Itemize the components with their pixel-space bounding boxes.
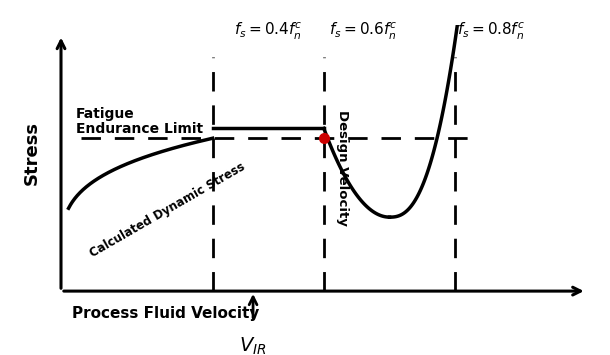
Text: Calculated Dynamic Stress: Calculated Dynamic Stress: [87, 160, 247, 260]
Text: Process Fluid Velocity: Process Fluid Velocity: [71, 306, 259, 321]
Text: Design Velocity: Design Velocity: [337, 110, 350, 226]
Text: Fatigue: Fatigue: [76, 107, 135, 121]
Text: $f_s = 0.4f_n^c$: $f_s = 0.4f_n^c$: [234, 21, 303, 42]
Text: Endurance Limit: Endurance Limit: [76, 122, 203, 136]
Text: $V_{IR}$: $V_{IR}$: [239, 335, 267, 355]
Text: $f_s = 0.8f_n^c$: $f_s = 0.8f_n^c$: [456, 21, 525, 42]
Text: $f_s = 0.6f_n^c$: $f_s = 0.6f_n^c$: [329, 21, 398, 42]
Text: Stress: Stress: [23, 121, 41, 185]
